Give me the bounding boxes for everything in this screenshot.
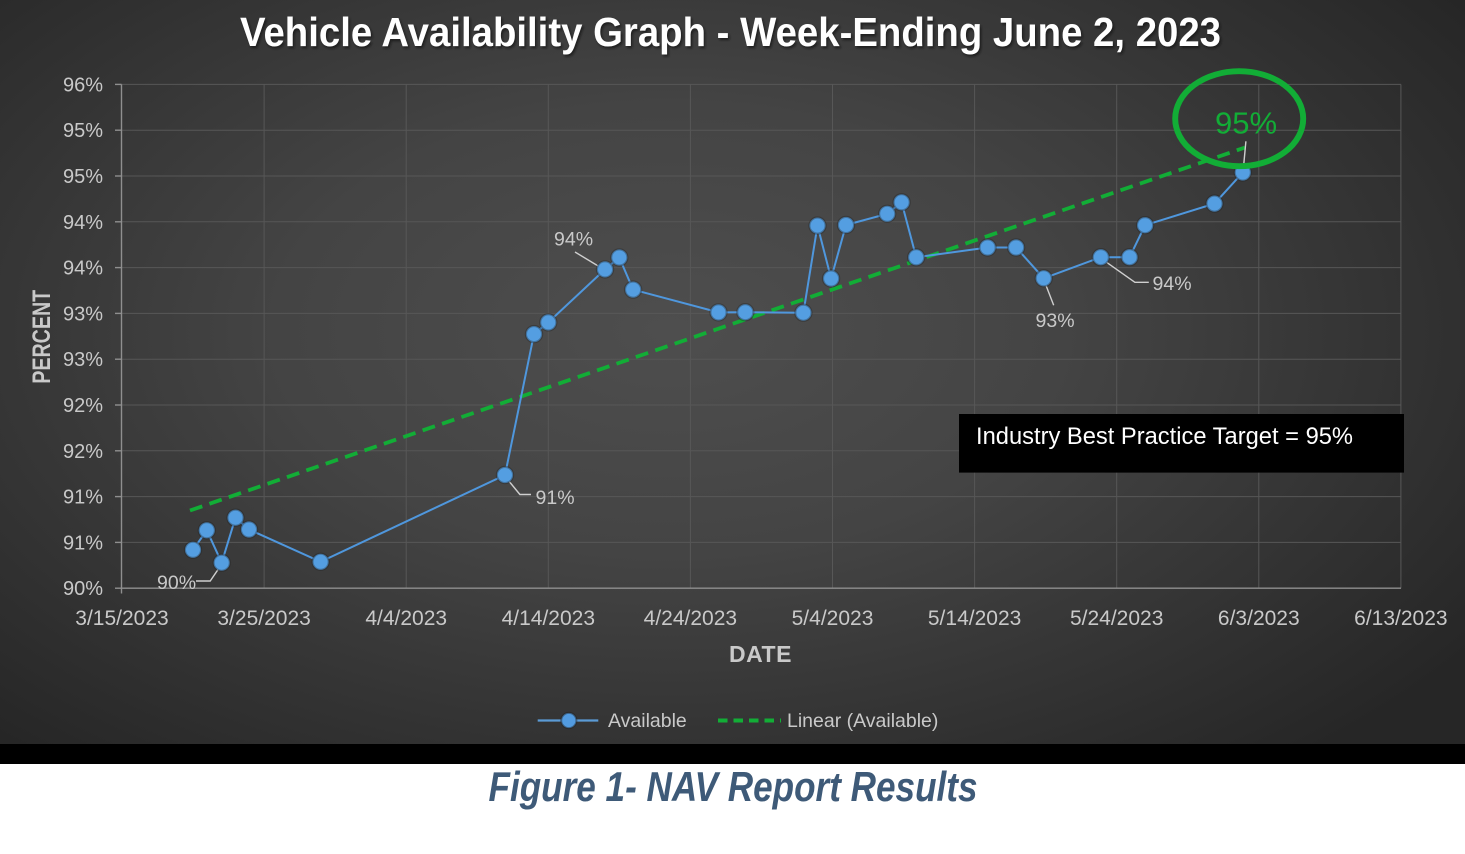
svg-text:5/14/2023: 5/14/2023 [928, 607, 1021, 630]
svg-text:90%: 90% [63, 578, 103, 600]
svg-text:Vehicle Availability Graph - W: Vehicle Availability Graph - Week-Ending… [242, 11, 1223, 57]
svg-text:93%: 93% [63, 349, 103, 371]
svg-text:96%: 96% [63, 74, 103, 96]
svg-text:91%: 91% [63, 487, 103, 509]
svg-text:93%: 93% [1036, 310, 1075, 332]
svg-text:90%: 90% [157, 572, 196, 594]
svg-text:91%: 91% [536, 487, 575, 509]
svg-text:4/4/2023: 4/4/2023 [365, 607, 447, 630]
svg-text:95%: 95% [63, 166, 103, 188]
svg-text:91%: 91% [63, 532, 103, 554]
svg-text:5/4/2023: 5/4/2023 [792, 607, 874, 630]
svg-text:95%: 95% [1215, 106, 1277, 141]
svg-text:Available: Available [608, 710, 687, 732]
svg-text:Vehicle Availability Graph - W: Vehicle Availability Graph - Week-Ending… [240, 9, 1221, 55]
svg-text:Linear (Available): Linear (Available) [787, 710, 938, 732]
svg-text:DATE: DATE [729, 641, 792, 667]
svg-text:4/24/2023: 4/24/2023 [644, 607, 737, 630]
svg-text:92%: 92% [63, 441, 103, 463]
svg-text:95%: 95% [63, 120, 103, 142]
svg-text:5/24/2023: 5/24/2023 [1070, 607, 1163, 630]
svg-text:6/3/2023: 6/3/2023 [1218, 607, 1300, 630]
svg-text:93%: 93% [63, 303, 103, 325]
svg-text:94%: 94% [554, 229, 593, 251]
svg-text:94%: 94% [63, 258, 103, 280]
svg-text:94%: 94% [63, 212, 103, 234]
svg-text:PERCENT: PERCENT [28, 290, 56, 384]
svg-text:94%: 94% [1153, 273, 1192, 295]
svg-text:Industry Best Practice Target: Industry Best Practice Target = 95% [976, 423, 1353, 450]
svg-text:4/14/2023: 4/14/2023 [502, 607, 595, 630]
svg-text:Figure 1- NAV Report Results: Figure 1- NAV Report Results [489, 763, 978, 810]
svg-text:3/25/2023: 3/25/2023 [217, 607, 310, 630]
svg-text:3/15/2023: 3/15/2023 [75, 607, 168, 630]
svg-text:6/13/2023: 6/13/2023 [1354, 607, 1447, 630]
svg-text:92%: 92% [63, 395, 103, 417]
